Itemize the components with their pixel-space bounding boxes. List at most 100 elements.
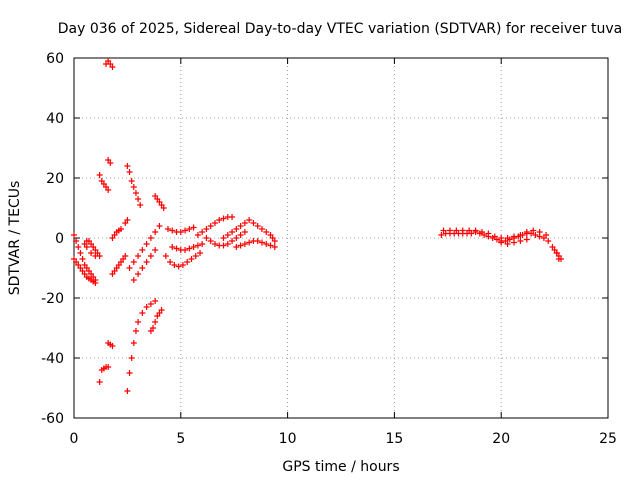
data-point bbox=[211, 241, 218, 247]
axis-ticks bbox=[73, 57, 609, 419]
data-point bbox=[186, 226, 193, 232]
data-point bbox=[132, 190, 139, 196]
series-s12 bbox=[124, 163, 144, 208]
y-tick-label: 0 bbox=[55, 231, 64, 247]
data-point bbox=[203, 226, 210, 232]
data-point bbox=[147, 235, 154, 241]
data-point bbox=[543, 232, 550, 238]
data-point bbox=[124, 163, 131, 169]
data-point bbox=[126, 370, 133, 376]
series-s24 bbox=[233, 238, 278, 250]
data-point bbox=[220, 242, 227, 249]
data-point bbox=[171, 262, 178, 268]
data-point bbox=[504, 235, 511, 241]
series-s6 bbox=[105, 157, 114, 166]
series-s10 bbox=[109, 226, 124, 241]
data-point bbox=[164, 226, 171, 232]
series-s3 bbox=[81, 238, 103, 259]
data-point bbox=[246, 239, 253, 246]
data-point bbox=[135, 271, 142, 277]
data-point bbox=[73, 238, 80, 244]
data-point bbox=[216, 217, 223, 223]
data-point bbox=[137, 202, 144, 208]
data-point bbox=[173, 245, 180, 252]
data-point bbox=[224, 232, 231, 238]
data-point bbox=[220, 215, 227, 222]
data-point bbox=[558, 256, 565, 262]
data-point bbox=[150, 325, 157, 331]
data-point bbox=[504, 241, 511, 247]
data-point bbox=[258, 226, 265, 232]
x-tick-label: 15 bbox=[385, 431, 403, 447]
data-point bbox=[75, 244, 82, 250]
data-point bbox=[179, 262, 186, 268]
data-point bbox=[523, 229, 530, 235]
data-point bbox=[147, 301, 154, 307]
data-point bbox=[117, 226, 124, 232]
series-s25 bbox=[267, 232, 278, 244]
data-point bbox=[105, 364, 112, 370]
data-point bbox=[184, 259, 191, 265]
data-point bbox=[126, 265, 133, 271]
series-s7 bbox=[105, 340, 116, 349]
data-point bbox=[105, 187, 112, 193]
data-point bbox=[199, 241, 206, 247]
data-point bbox=[158, 307, 165, 313]
x-tick-label: 10 bbox=[279, 431, 297, 447]
data-point bbox=[169, 227, 176, 234]
data-point bbox=[88, 250, 95, 256]
data-point bbox=[160, 205, 167, 211]
data-point bbox=[485, 230, 492, 237]
series-s28 bbox=[498, 236, 530, 247]
data-point bbox=[237, 232, 244, 238]
series-s18 bbox=[162, 250, 204, 270]
data-point bbox=[135, 253, 142, 259]
data-point bbox=[498, 239, 505, 246]
data-point bbox=[472, 227, 479, 234]
data-point bbox=[237, 223, 244, 229]
x-tick-label: 0 bbox=[70, 431, 79, 447]
data-point bbox=[128, 355, 135, 361]
series-s15 bbox=[130, 247, 159, 283]
data-point bbox=[135, 196, 142, 202]
data-point bbox=[491, 233, 498, 240]
series-s16 bbox=[147, 307, 165, 334]
data-point bbox=[220, 235, 227, 241]
data-point bbox=[233, 235, 240, 241]
data-point bbox=[139, 247, 146, 253]
data-point bbox=[258, 239, 265, 246]
data-point bbox=[182, 227, 189, 234]
data-point bbox=[139, 265, 146, 271]
data-point bbox=[466, 227, 473, 234]
y-tick-label: 60 bbox=[46, 51, 64, 67]
series-s8 bbox=[96, 364, 112, 385]
data-point bbox=[250, 220, 257, 226]
data-point bbox=[156, 223, 163, 229]
y-axis-title: SDTVAR / TECUs bbox=[7, 181, 23, 296]
x-axis-title: GPS time / hours bbox=[282, 459, 399, 475]
data-point bbox=[130, 184, 137, 190]
data-points bbox=[71, 58, 565, 394]
data-point bbox=[152, 229, 159, 235]
data-point bbox=[109, 343, 116, 349]
series-s2 bbox=[71, 256, 99, 286]
series-s20 bbox=[169, 241, 206, 253]
x-tick-labels: 0 5 10 15 20 25 bbox=[70, 431, 617, 447]
data-point bbox=[267, 242, 274, 249]
data-point bbox=[263, 229, 270, 235]
y-tick-label: 40 bbox=[46, 111, 64, 127]
data-point bbox=[237, 242, 244, 249]
series-s26 bbox=[438, 229, 562, 262]
data-point bbox=[254, 223, 261, 229]
y-tick-labels: -60 -40 -20 0 20 40 60 bbox=[41, 51, 64, 427]
series-s4 bbox=[96, 172, 112, 193]
data-point bbox=[186, 245, 193, 252]
data-point bbox=[438, 232, 445, 238]
data-point bbox=[167, 259, 174, 265]
data-point bbox=[126, 169, 133, 175]
series-s29 bbox=[551, 247, 565, 262]
data-point bbox=[517, 238, 524, 244]
data-point bbox=[135, 319, 142, 325]
grid-lines bbox=[74, 58, 608, 418]
